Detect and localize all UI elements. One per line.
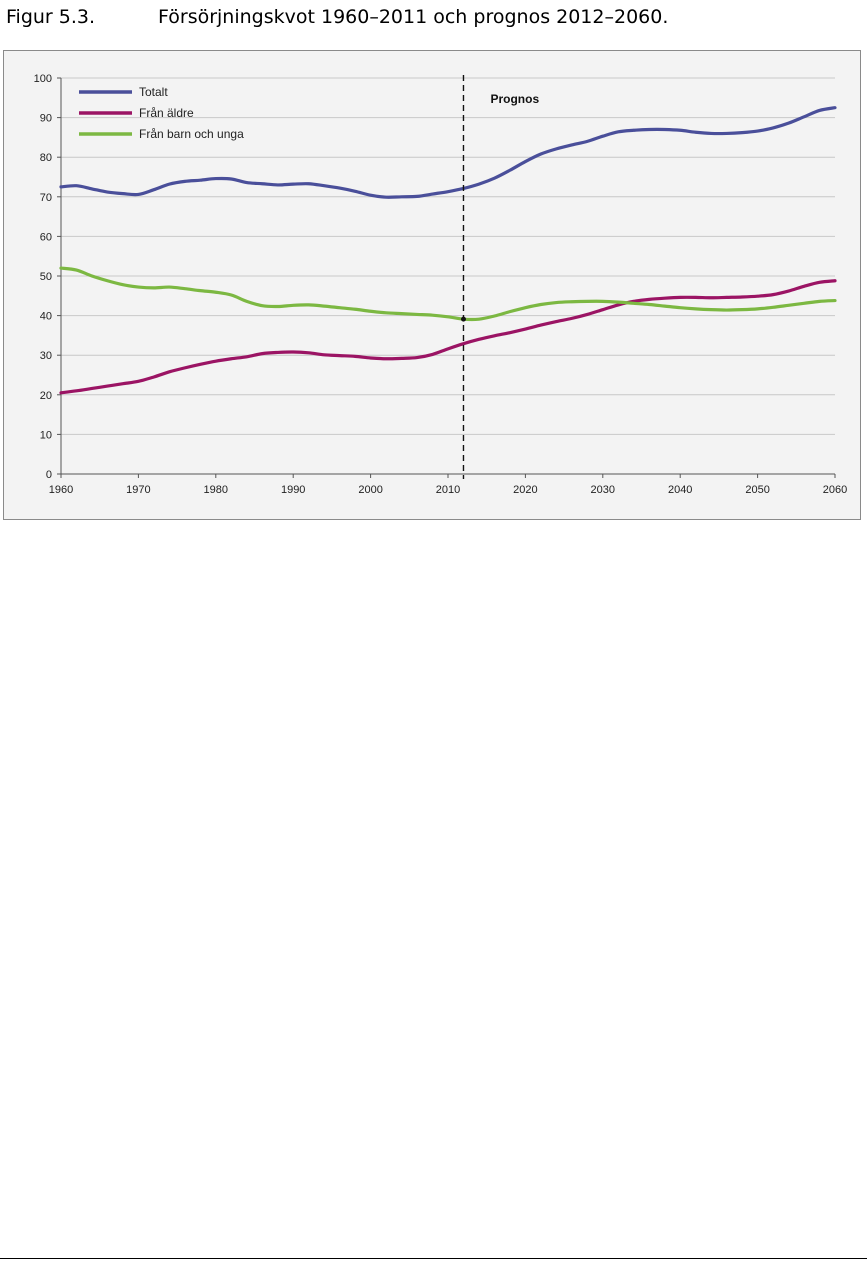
x-tick-label: 2060 — [823, 484, 847, 496]
page-footer-rule — [0, 1258, 867, 1259]
y-tick-label: 40 — [40, 311, 52, 323]
y-tick-label: 60 — [40, 231, 52, 243]
y-tick-label: 50 — [40, 271, 52, 283]
y-tick-label: 70 — [40, 192, 52, 204]
y-tick-label: 10 — [40, 429, 52, 441]
x-tick-label: 1980 — [204, 484, 228, 496]
x-tick-label: 1970 — [126, 484, 150, 496]
x-tick-label: 2000 — [358, 484, 382, 496]
x-tick-label: 2030 — [591, 484, 615, 496]
x-tick-label: 2010 — [436, 484, 460, 496]
figure-title: Försörjningskvot 1960–2011 och prognos 2… — [158, 6, 669, 28]
y-tick-label: 100 — [34, 73, 52, 85]
figure-caption: Figur 5.3. Försörjningskvot 1960–2011 och… — [6, 6, 668, 28]
figure-number: Figur 5.3. — [6, 6, 96, 28]
x-tick-label: 2020 — [513, 484, 537, 496]
chart-frame: 0 10 20 30 40 50 60 70 80 90 100 1960 1970 1980 1990 20… — [3, 50, 861, 520]
y-tick-label: 80 — [40, 152, 52, 164]
x-tick-label: 2040 — [668, 484, 692, 496]
y-tick-label: 20 — [40, 390, 52, 402]
x-tick-label: 1990 — [281, 484, 305, 496]
y-tick-label: 0 — [46, 469, 52, 481]
series-line-fran-barn-och-unga — [59, 266, 837, 322]
series-line-totalt — [59, 106, 837, 199]
legend-label: Från äldre — [139, 106, 194, 120]
y-tick-label: 30 — [40, 350, 52, 362]
legend-label: Från barn och unga — [139, 127, 244, 141]
x-tick-label: 2050 — [745, 484, 769, 496]
x-tick-label: 1960 — [49, 484, 73, 496]
forecast-label: Prognos — [490, 92, 539, 106]
legend-label: Totalt — [139, 85, 168, 99]
series-line-fran-aldre — [59, 279, 837, 395]
forecast-divider-marker — [460, 316, 466, 322]
y-tick-label: 90 — [40, 113, 52, 125]
